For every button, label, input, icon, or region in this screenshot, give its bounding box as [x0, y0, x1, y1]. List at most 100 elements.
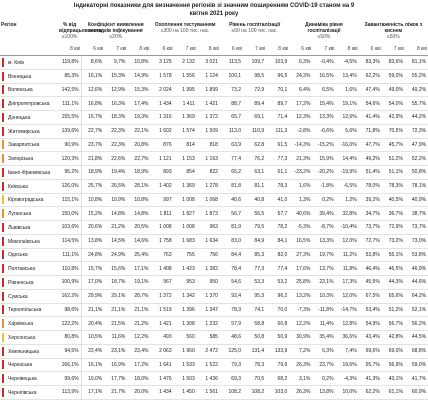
value-cell: 25,4% — [127, 248, 151, 263]
value-cell: 10,8% — [127, 55, 151, 70]
region-cell: Черкаська — [0, 358, 58, 373]
value-cell: -0,4% — [312, 55, 336, 70]
date-header: 6 кві — [81, 46, 105, 56]
value-cell: 88,7 — [219, 96, 244, 111]
value-cell: 1 382 — [196, 261, 220, 276]
value-cell: 14,8% — [104, 206, 128, 221]
value-cell: 26,3% — [289, 385, 313, 400]
value-cell: 53,2 — [266, 275, 290, 290]
zone-marker — [2, 140, 4, 150]
value-cell: 70,5% — [381, 124, 405, 139]
value-cell: 61,1% — [381, 385, 405, 400]
value-cell: 18,3% — [104, 110, 128, 125]
value-cell: 1 068 — [196, 193, 220, 208]
value-cell: 7,2% — [289, 344, 313, 359]
value-cell: 1 008 — [173, 193, 197, 208]
value-cell: 17,2% — [289, 96, 313, 111]
value-cell: 15,3% — [104, 69, 128, 84]
region-cell: Запорізька — [0, 151, 58, 166]
value-cell: 44,3% — [381, 275, 405, 290]
value-cell: 17,1% — [127, 261, 151, 276]
value-cell: 84,4 — [219, 248, 244, 263]
column-header: Динаміка рівня госпіталізації ≤50% — [289, 22, 358, 46]
value-cell: 1 995 — [173, 83, 197, 98]
zone-marker — [2, 181, 4, 191]
value-cell: 71,4 — [266, 110, 290, 125]
region-name: Сумська — [8, 293, 28, 300]
value-cell: 1 232 — [196, 316, 220, 331]
column-label: Охоплення тестуванням — [154, 22, 216, 28]
value-cell: 77,3 — [266, 151, 290, 166]
value-cell: 54,6% — [358, 96, 382, 111]
region-row: м. Київ 119,8% 8,6% 9,7% 10,8% 3 125 2 132 3 02… — [0, 55, 428, 70]
value-cell: 79,3 — [219, 358, 244, 373]
value-cell: 10,8% — [81, 193, 105, 208]
value-cell: 893 — [150, 165, 174, 180]
value-cell: 62,2% — [358, 69, 382, 84]
value-cell: 64,2% — [404, 289, 428, 304]
value-cell: 41,3% — [358, 371, 382, 386]
value-cell: 55,7% — [358, 358, 382, 373]
value-cell: 24,3% — [289, 69, 313, 84]
zone-marker — [2, 71, 4, 81]
value-cell: 1 347 — [196, 303, 220, 318]
region-row: Вінницька 85,3% 16,1% 15,3% 14,9% 1 578 1 556 1… — [0, 69, 428, 84]
value-cell: 78,1% — [404, 179, 428, 194]
value-cell: 70,0 — [266, 303, 290, 318]
region-cell: Кіровоградська — [0, 193, 58, 208]
value-cell: 150,0% — [58, 206, 82, 221]
value-cell: 81,1% — [404, 55, 428, 70]
value-cell: 73,2 — [219, 83, 244, 98]
region-cell: Дніпропетровська — [0, 96, 58, 111]
value-cell: 78,3 — [243, 358, 267, 373]
value-cell: 8,6% — [81, 55, 105, 70]
region-cell: Хмельницька — [0, 344, 58, 359]
date-header: 8 кві — [127, 46, 151, 56]
zone-marker — [2, 222, 4, 232]
value-cell: 1,6% — [289, 179, 313, 194]
value-cell: 131,4 — [243, 344, 267, 359]
region-cell: Житомирська — [0, 124, 58, 139]
value-cell: 1 602 — [150, 124, 174, 139]
date-header-empty — [0, 46, 58, 56]
region-cell: Київська — [0, 179, 58, 194]
value-cell: 56,7 — [219, 206, 244, 221]
value-cell: 22,4% — [81, 344, 105, 359]
value-cell: 10,3% — [312, 289, 336, 304]
region-cell: Чернівецька — [0, 371, 58, 386]
value-cell: 78,0% — [358, 179, 382, 194]
value-cell: 22,3% — [104, 124, 128, 139]
value-cell: 10,0% — [335, 385, 359, 400]
value-cell: 755 — [173, 248, 197, 263]
value-cell: 585 — [196, 330, 220, 345]
value-cell: 52,1% — [404, 303, 428, 318]
region-cell: Чернігівська — [0, 385, 58, 400]
value-cell: 18,9% — [81, 165, 105, 180]
value-cell: -6,6% — [312, 124, 336, 139]
date-header: 7 кві — [243, 46, 267, 56]
region-name: Одеська — [8, 252, 28, 259]
value-cell: 53,8% — [358, 248, 382, 263]
value-cell: 11,8% — [335, 261, 359, 276]
date-header: 6 кві — [219, 46, 244, 56]
value-cell: 1 342 — [173, 289, 197, 304]
value-cell: 3,1% — [289, 371, 313, 386]
region-cell: Харківська — [0, 316, 58, 331]
value-cell: 47,4% — [358, 83, 382, 98]
value-cell: 1,2% — [335, 193, 359, 208]
region-cell: Івано-Франківська — [0, 165, 58, 180]
value-cell: 19,3% — [127, 110, 151, 125]
value-cell: 876 — [150, 138, 174, 153]
column-label: % від відпрацьованого — [59, 22, 102, 34]
value-cell: 21,1% — [127, 303, 151, 318]
zone-marker — [2, 126, 4, 136]
value-cell: 21,1% — [81, 303, 105, 318]
value-cell: 12,8% — [335, 316, 359, 331]
value-cell: 142,5% — [58, 83, 82, 98]
region-name: Чернівецька — [8, 375, 37, 382]
value-cell: 13,8% — [81, 234, 105, 249]
column-threshold: ≥300 на 100 тис. нас. — [160, 28, 210, 34]
value-cell: 16,9% — [104, 358, 128, 373]
column-threshold: ≥100% — [61, 34, 78, 40]
value-cell: 5,6% — [335, 124, 359, 139]
